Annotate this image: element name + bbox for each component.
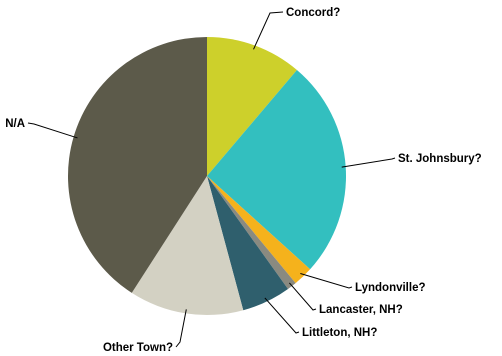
slice-label-lancaster-nh: Lancaster, NH? [319,304,403,316]
pie-slices [67,37,346,315]
leader-lines [27,11,396,348]
slice-label-concord: Concord? [286,7,340,19]
slice-label-lyndonville: Lyndonville? [355,282,426,294]
pie-slice-n-a [67,37,207,293]
slice-label-n-a: N/A [5,118,25,130]
slice-label-littleton-nh: Littleton, NH? [302,327,377,339]
leader-line-n-a [27,122,78,139]
pie-slice-st-johnsbury [207,70,346,270]
leader-line-lyndonville [300,273,353,289]
leader-line-littleton-nh [264,297,300,334]
pie-slice-lancaster-nh [207,176,296,289]
slice-labels: Concord? St. Johnsbury? Lyndonville? Lancas… [5,7,482,354]
pie-slice-concord [207,37,297,176]
pie-slice-lyndonville [207,176,311,284]
slice-label-other-town: Other Town? [103,342,173,354]
leader-line-concord [253,11,284,50]
leader-line-st-johnsbury [341,157,396,168]
pie-slice-littleton-nh [207,176,288,311]
leader-line-lancaster-nh [289,282,317,311]
leader-line-other-town [175,309,187,348]
slice-label-st-johnsbury: St. Johnsbury? [398,153,482,165]
pie-slice-other-town [131,176,244,315]
